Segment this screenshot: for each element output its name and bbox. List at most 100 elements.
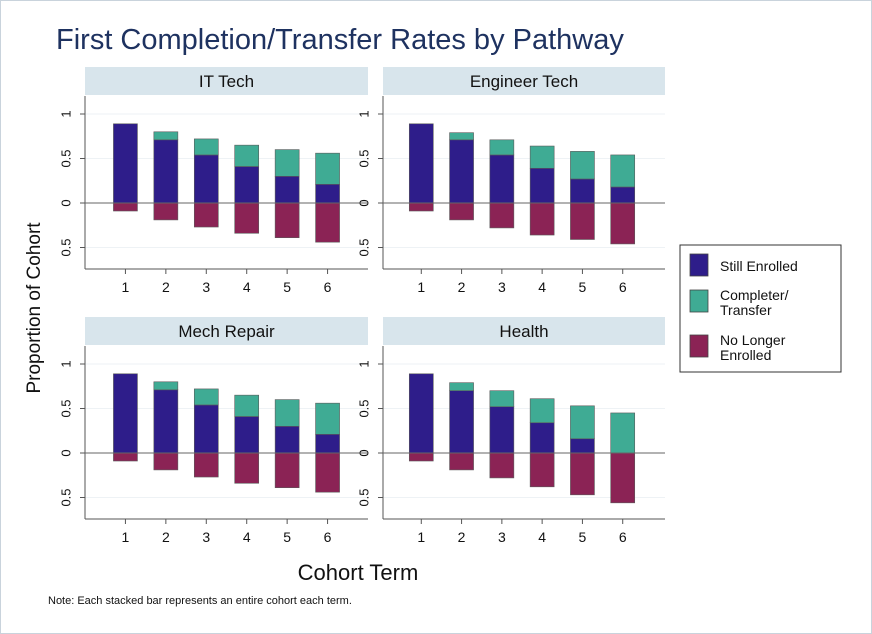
y-tick-label: 0 [356, 449, 371, 456]
bar-still-enrolled [153, 389, 179, 454]
bar-completer-transfer [234, 144, 260, 167]
y-tick-label: 0.5 [58, 238, 73, 256]
x-tick-label: 4 [243, 279, 251, 295]
y-tick-label: 1 [58, 360, 73, 367]
facet-panel: IT Tech 1 0.5 0 0.5 1 2 3 4 5 6 [58, 67, 368, 295]
bar-no-longer-enrolled [234, 202, 260, 234]
bar-completer-transfer [570, 405, 595, 440]
bar-completer-transfer [610, 154, 636, 188]
x-axis-label: Cohort Term [298, 560, 419, 585]
bar-still-enrolled [193, 154, 219, 204]
x-tick-label: 6 [619, 529, 627, 545]
bar-still-enrolled [570, 178, 595, 204]
bar-completer-transfer [449, 382, 474, 392]
x-tick-label: 1 [122, 529, 130, 545]
bar-completer-transfer [449, 132, 474, 141]
bar-still-enrolled [193, 404, 219, 454]
facet-panel: Engineer Tech 1 0.5 0 0.5 1 2 3 4 5 6 [356, 67, 665, 295]
bar-no-longer-enrolled [274, 202, 300, 239]
facet-panel: Mech Repair 1 0.5 0 0.5 1 2 3 4 5 6 [58, 317, 368, 545]
bar-still-enrolled [315, 434, 340, 454]
facet-title: Engineer Tech [470, 72, 578, 91]
y-axis-label: Proportion of Cohort [24, 222, 45, 394]
bar-no-longer-enrolled [113, 202, 138, 212]
legend-label: Completer/ [720, 287, 789, 303]
facet-header [85, 317, 368, 345]
x-tick-label: 6 [324, 529, 332, 545]
bar-still-enrolled [489, 406, 515, 454]
y-tick-label: 0.5 [356, 149, 371, 167]
legend-label: No Longer [720, 332, 786, 348]
legend-swatch [689, 334, 709, 358]
facet-title: Mech Repair [178, 322, 275, 341]
y-tick-label: 0 [58, 199, 73, 206]
bar-no-longer-enrolled [153, 202, 179, 221]
legend-label: Enrolled [720, 347, 771, 363]
bar-completer-transfer [153, 131, 179, 141]
bar-no-longer-enrolled [489, 202, 515, 229]
chart-note: Note: Each stacked bar represents an ent… [48, 595, 352, 607]
y-tick-label: 0.5 [356, 238, 371, 256]
y-tick-label: 1 [356, 360, 371, 367]
bar-no-longer-enrolled [274, 452, 300, 489]
x-tick-label: 6 [324, 279, 332, 295]
bar-completer-transfer [529, 398, 555, 424]
bar-completer-transfer [610, 412, 636, 454]
bar-no-longer-enrolled [610, 202, 636, 245]
y-tick-label: 1 [58, 110, 73, 117]
chart-title: First Completion/Transfer Rates by Pathw… [56, 24, 624, 56]
bar-no-longer-enrolled [153, 452, 179, 471]
x-tick-label: 3 [498, 529, 506, 545]
bar-no-longer-enrolled [193, 452, 219, 478]
bar-completer-transfer [153, 381, 179, 391]
x-tick-label: 4 [538, 279, 546, 295]
bar-completer-transfer [193, 138, 219, 156]
x-tick-label: 4 [538, 529, 546, 545]
bar-still-enrolled [274, 176, 300, 204]
bar-still-enrolled [315, 184, 340, 204]
bar-no-longer-enrolled [193, 202, 219, 228]
y-tick-label: 0.5 [356, 488, 371, 506]
x-tick-label: 4 [243, 529, 251, 545]
bar-still-enrolled [529, 167, 555, 204]
bar-still-enrolled [234, 416, 260, 454]
x-tick-label: 5 [579, 279, 587, 295]
bar-no-longer-enrolled [570, 452, 595, 496]
bar-still-enrolled [449, 139, 474, 204]
x-tick-label: 5 [283, 279, 291, 295]
x-tick-label: 2 [162, 279, 170, 295]
facet-title: IT Tech [199, 72, 254, 91]
bar-still-enrolled [113, 373, 138, 454]
y-tick-label: 0.5 [58, 149, 73, 167]
y-tick-label: 0 [356, 199, 371, 206]
x-tick-label: 1 [417, 279, 425, 295]
bar-completer-transfer [489, 390, 515, 408]
x-tick-label: 5 [283, 529, 291, 545]
bar-no-longer-enrolled [570, 202, 595, 240]
facet-header [85, 67, 368, 95]
x-tick-label: 3 [202, 529, 210, 545]
facet-header [383, 317, 665, 345]
bar-no-longer-enrolled [408, 452, 434, 462]
bar-completer-transfer [315, 402, 340, 435]
x-tick-label: 5 [579, 529, 587, 545]
bar-completer-transfer [274, 149, 300, 177]
y-tick-label: 0 [58, 449, 73, 456]
bar-completer-transfer [315, 152, 340, 185]
x-tick-label: 1 [417, 529, 425, 545]
bar-no-longer-enrolled [315, 202, 340, 243]
bar-no-longer-enrolled [408, 202, 434, 212]
bar-still-enrolled [274, 425, 300, 454]
bar-completer-transfer [489, 139, 515, 156]
x-tick-label: 2 [458, 529, 466, 545]
x-tick-label: 2 [162, 529, 170, 545]
bar-completer-transfer [529, 145, 555, 169]
legend-swatch [689, 289, 709, 313]
x-tick-label: 6 [619, 279, 627, 295]
bar-completer-transfer [193, 388, 219, 406]
y-tick-label: 1 [356, 110, 371, 117]
bar-no-longer-enrolled [449, 202, 474, 221]
bar-still-enrolled [153, 139, 179, 204]
facet-panel: Health 1 0.5 0 0.5 1 2 3 4 5 6 [356, 317, 665, 545]
